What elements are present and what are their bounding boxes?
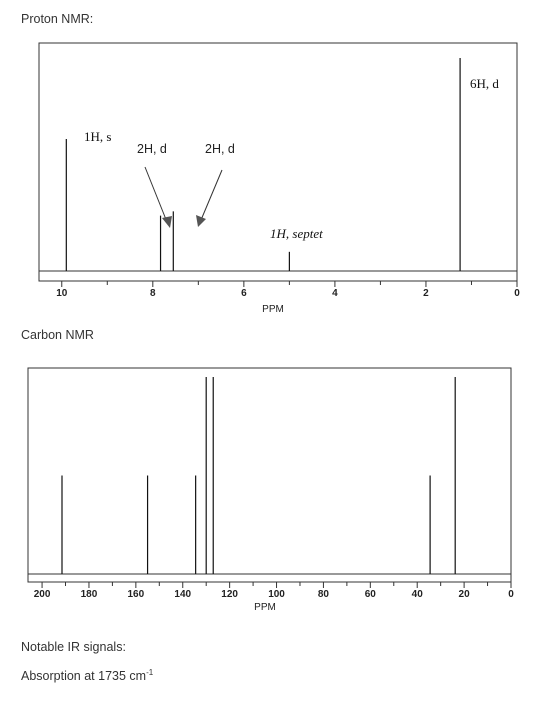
ir-signals-title: Notable IR signals:	[21, 640, 126, 654]
proton-tick-label-0: 10	[56, 288, 68, 299]
proton-peak-label-aldehyde: 1H, s	[84, 129, 111, 144]
proton-axis-label: PPM	[262, 304, 284, 315]
proton-peaks	[65, 58, 461, 271]
carbon-tick-label-7: 60	[365, 589, 377, 600]
carbon-tick-label-10: 0	[508, 589, 514, 600]
carbon-tick-label-4: 120	[221, 589, 238, 600]
proton-tick-label-5: 0	[514, 288, 520, 299]
proton-peak-label-methyl: 6H, d	[470, 76, 499, 91]
carbon-tick-label-2: 160	[128, 589, 145, 600]
arrow-head-2	[196, 215, 206, 227]
ir-absorption-text: Absorption at 1735 cm-1	[21, 668, 153, 683]
proton-tick-label-2: 6	[241, 288, 247, 299]
carbon-nmr-title: Carbon NMR	[21, 328, 94, 342]
proton-peak-label-methine: 1H, septet	[270, 226, 323, 241]
carbon-tick-label-8: 40	[412, 589, 424, 600]
proton-tick-label-1: 8	[150, 288, 156, 299]
ir-absorption-unit-exponent: -1	[146, 668, 154, 677]
arrow-line-2	[200, 169, 223, 221]
carbon-x-axis: 200 180 160 140 120 100 80 60 40 20 0	[34, 582, 514, 600]
carbon-tick-label-1: 180	[81, 589, 98, 600]
carbon-tick-label-3: 140	[174, 589, 191, 600]
proton-tick-label-3: 4	[332, 288, 338, 299]
carbon-axis-label: PPM	[254, 602, 276, 613]
proton-spectrum: 10 8 6 4 2 0 PPM 1H, s 2H, d 2H, d 1H, septet…	[38, 42, 520, 315]
carbon-plot-frame	[27, 367, 512, 583]
arrow-head-1	[162, 216, 172, 228]
proton-plot-frame	[38, 42, 518, 282]
carbon-spectrum: 200 180 160 140 120 100 80 60 40 20 0 PPM	[27, 367, 514, 613]
arrow-line-1	[144, 166, 168, 223]
carbon-tick-label-6: 80	[318, 589, 330, 600]
proton-x-axis: 10 8 6 4 2 0	[56, 281, 520, 299]
proton-tick-label-4: 2	[423, 288, 429, 299]
proton-nmr-title: Proton NMR:	[21, 12, 94, 26]
carbon-tick-label-5: 100	[268, 589, 285, 600]
proton-peak-label-arom-2: 2H, d	[205, 142, 235, 156]
ir-absorption-value: Absorption at 1735 cm	[21, 669, 147, 684]
proton-peak-label-arom-1: 2H, d	[137, 142, 167, 156]
carbon-tick-label-0: 200	[34, 589, 51, 600]
carbon-tick-label-9: 20	[459, 589, 471, 600]
carbon-peaks	[61, 377, 456, 574]
